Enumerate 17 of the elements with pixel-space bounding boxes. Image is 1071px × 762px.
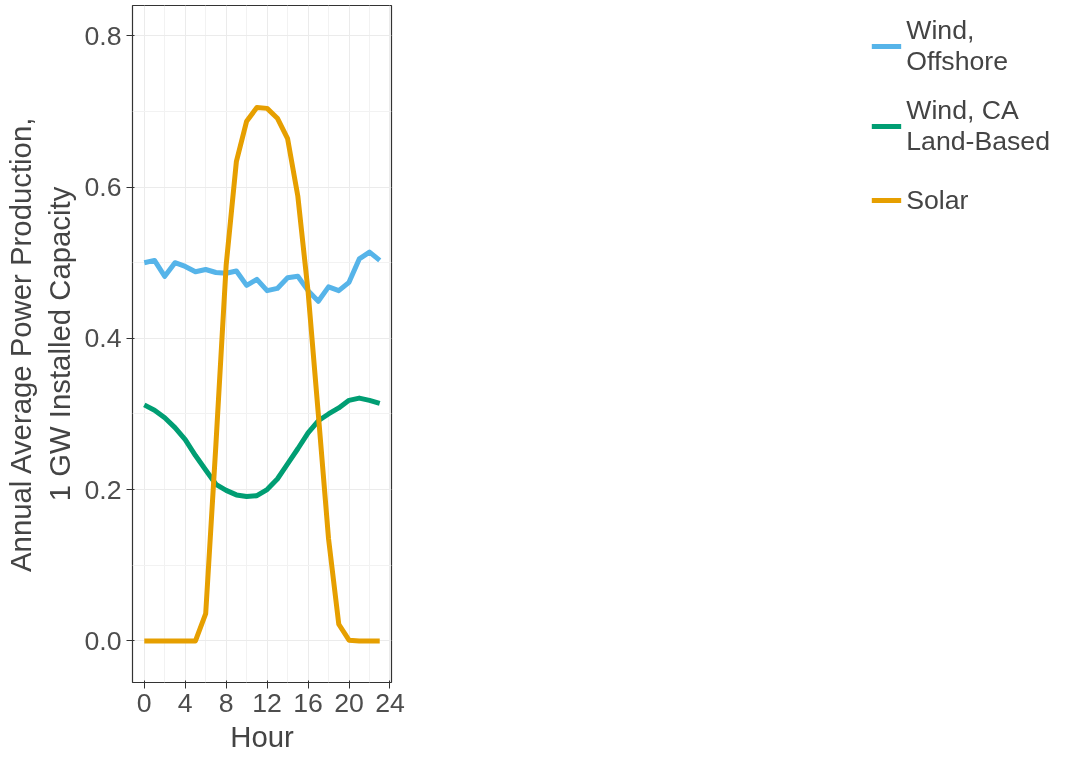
y-tick-label: 0.6 — [84, 172, 122, 203]
y-tick-label: 0.0 — [84, 625, 122, 656]
legend-label: Wind, Offshore — [906, 15, 1008, 77]
x-tick-label: 24 — [375, 687, 405, 718]
x-tick-label: 8 — [218, 687, 234, 718]
x-tick-label: 20 — [334, 687, 364, 718]
x-tick-label: 12 — [252, 687, 282, 718]
y-tick-label: 0.8 — [84, 20, 122, 51]
y-tick-label: 0.2 — [84, 474, 122, 505]
x-tick-label: 0 — [136, 687, 152, 718]
y-axis-title: Annual Average Power Production, 1 GW Installed Capacity — [3, 117, 77, 572]
legend-label: Wind, CA Land-Based — [906, 95, 1050, 157]
x-tick-label: 4 — [177, 687, 193, 718]
y-tick-label: 0.4 — [84, 323, 122, 354]
x-axis-title: Hour — [230, 719, 295, 753]
x-tick-label: 16 — [293, 687, 323, 718]
legend-label: Solar — [906, 183, 969, 217]
